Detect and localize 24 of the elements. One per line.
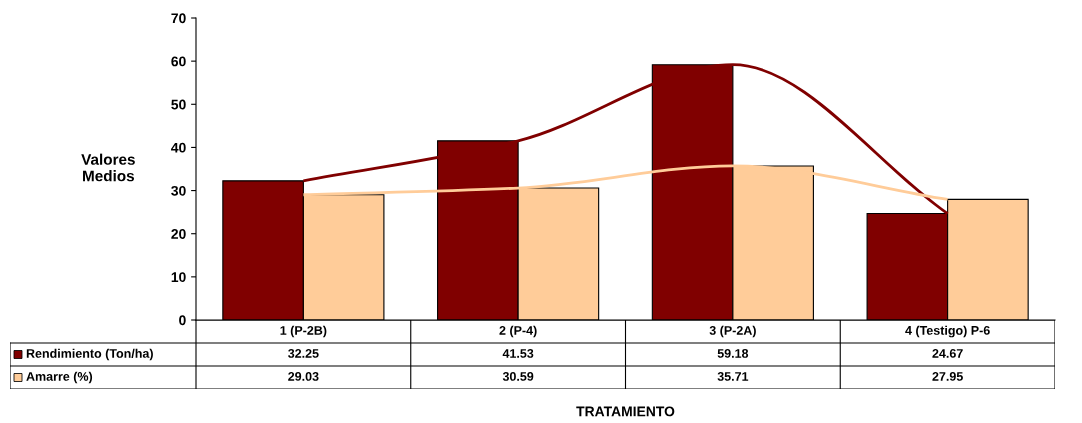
- data-label: 30.59: [502, 372, 534, 381]
- y-tick-label: 30: [171, 185, 186, 196]
- y-tick-label: 60: [171, 56, 186, 67]
- x-tick-label: 1 (P-2B): [280, 325, 327, 338]
- x-tick-label: 3 (P-2A): [709, 325, 756, 338]
- data-label: 41.53: [502, 349, 534, 358]
- y-tick-label: 10: [171, 272, 186, 283]
- data-label: 27.95: [932, 372, 963, 381]
- data-label: 24.67: [932, 349, 963, 358]
- data-label: 29.03: [288, 372, 319, 381]
- y-tick-label: 70: [171, 13, 186, 24]
- x-tick-label: 4 (Testigo) P-6: [905, 325, 990, 338]
- y-tick-label: 20: [171, 229, 186, 239]
- y-tick-label: 0: [179, 315, 186, 326]
- y-axis-title: Valores Medios: [81, 153, 135, 182]
- legend-label: Amarre (%): [26, 371, 93, 384]
- data-label: 35.71: [717, 372, 749, 381]
- data-label: 32.25: [288, 349, 319, 358]
- data-label: 59.18: [717, 349, 749, 358]
- legend-label: Rendimiento (Ton/ha): [26, 348, 153, 361]
- y-tick-label: 50: [171, 99, 186, 110]
- y-tick-label: 40: [171, 142, 186, 153]
- x-tick-label: 2 (P-4): [499, 325, 537, 338]
- x-axis-title: TRATAMIENTO: [576, 406, 675, 417]
